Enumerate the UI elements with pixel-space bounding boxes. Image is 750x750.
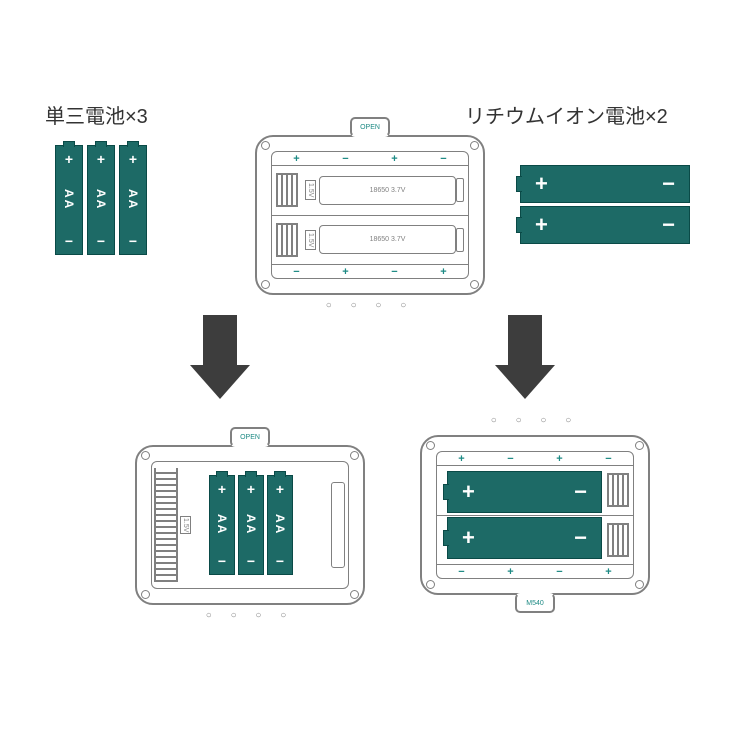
- dots-icon: ○ ○ ○ ○: [326, 300, 415, 311]
- aa-battery: + AA −: [267, 475, 293, 575]
- plus-icon: +: [65, 152, 73, 166]
- screw-hole-icon: [141, 451, 150, 460]
- minus-icon: −: [662, 171, 675, 197]
- screw-hole-icon: [426, 441, 435, 450]
- voltage-label: 1.5V: [305, 180, 316, 200]
- li-battery: + −: [520, 165, 690, 203]
- plus-icon: +: [535, 171, 548, 197]
- screw-hole-icon: [635, 441, 644, 450]
- screw-hole-icon: [261, 141, 270, 150]
- holder-inner: + − + − 1.5V 18650 3.7V 1.5V 18650 3.7V …: [271, 151, 469, 279]
- battery-holder-empty: OPEN + − + − 1.5V 18650 3.7V 1.5V 18650 …: [255, 135, 485, 295]
- spring-icon: [276, 173, 298, 207]
- polarity-row-bot: − + − +: [272, 264, 468, 278]
- spring-icon: [607, 473, 629, 507]
- contact-icon: [456, 178, 464, 202]
- li-batteries: + − + −: [520, 165, 690, 244]
- label-aa: 単三電池×3: [45, 100, 148, 129]
- screw-hole-icon: [141, 590, 150, 599]
- arrow-down-icon: [495, 315, 555, 405]
- aa-battery: + AA −: [55, 145, 83, 255]
- aa-battery: + AA −: [209, 475, 235, 575]
- contact-icon: [331, 482, 345, 568]
- contact-icon: [456, 228, 464, 252]
- arrow-down-icon: [190, 315, 250, 405]
- holder-tab-open: OPEN: [350, 117, 390, 137]
- spring-icon: [154, 468, 178, 582]
- li-battery: + −: [447, 471, 602, 513]
- li-battery: + −: [447, 517, 602, 559]
- aa-inserted: + AA − + AA − + AA −: [209, 475, 293, 575]
- polarity-row-top: + − + −: [272, 152, 468, 166]
- screw-hole-icon: [350, 590, 359, 599]
- spring-icon: [607, 523, 629, 557]
- minus-icon: −: [65, 234, 73, 248]
- battery-holder-li: M540 + − + − − + − + +: [420, 435, 650, 595]
- screw-hole-icon: [635, 580, 644, 589]
- screw-hole-icon: [470, 141, 479, 150]
- aa-battery: + AA −: [238, 475, 264, 575]
- screw-hole-icon: [350, 451, 359, 460]
- aa-text: AA: [62, 189, 76, 210]
- slot: 1.5V 18650 3.7V: [272, 166, 468, 216]
- slot: 1.5V 18650 3.7V: [272, 216, 468, 265]
- voltage-label: 1.5V: [305, 230, 316, 250]
- screw-hole-icon: [261, 280, 270, 289]
- battery-holder-aa: OPEN 1.5V + AA − + AA − + AA −: [135, 445, 365, 605]
- aa-batteries: + AA − + AA − + AA −: [55, 145, 147, 255]
- voltage-label: 1.5V: [180, 516, 191, 534]
- aa-battery: + AA −: [87, 145, 115, 255]
- polarity-row-top: + − + −: [437, 452, 633, 466]
- polarity-row-bot: − + − +: [437, 564, 633, 578]
- ghost-battery: 18650 3.7V: [319, 225, 456, 254]
- li-inserted: + − + −: [447, 471, 602, 559]
- dots-icon: ○ ○ ○ ○: [206, 610, 295, 621]
- holder-tab-open: OPEN: [230, 427, 270, 447]
- screw-hole-icon: [470, 280, 479, 289]
- li-battery: + −: [520, 206, 690, 244]
- screw-hole-icon: [426, 580, 435, 589]
- horizontal-slots: 1.5V 18650 3.7V 1.5V 18650 3.7V: [272, 166, 468, 264]
- dots-icon: ○ ○ ○ ○: [491, 415, 580, 426]
- spring-icon: [276, 223, 298, 257]
- label-li: リチウムイオン電池×2: [465, 100, 668, 129]
- holder-tab-bottom: M540: [515, 593, 555, 613]
- aa-battery: + AA −: [119, 145, 147, 255]
- ghost-battery: 18650 3.7V: [319, 176, 456, 205]
